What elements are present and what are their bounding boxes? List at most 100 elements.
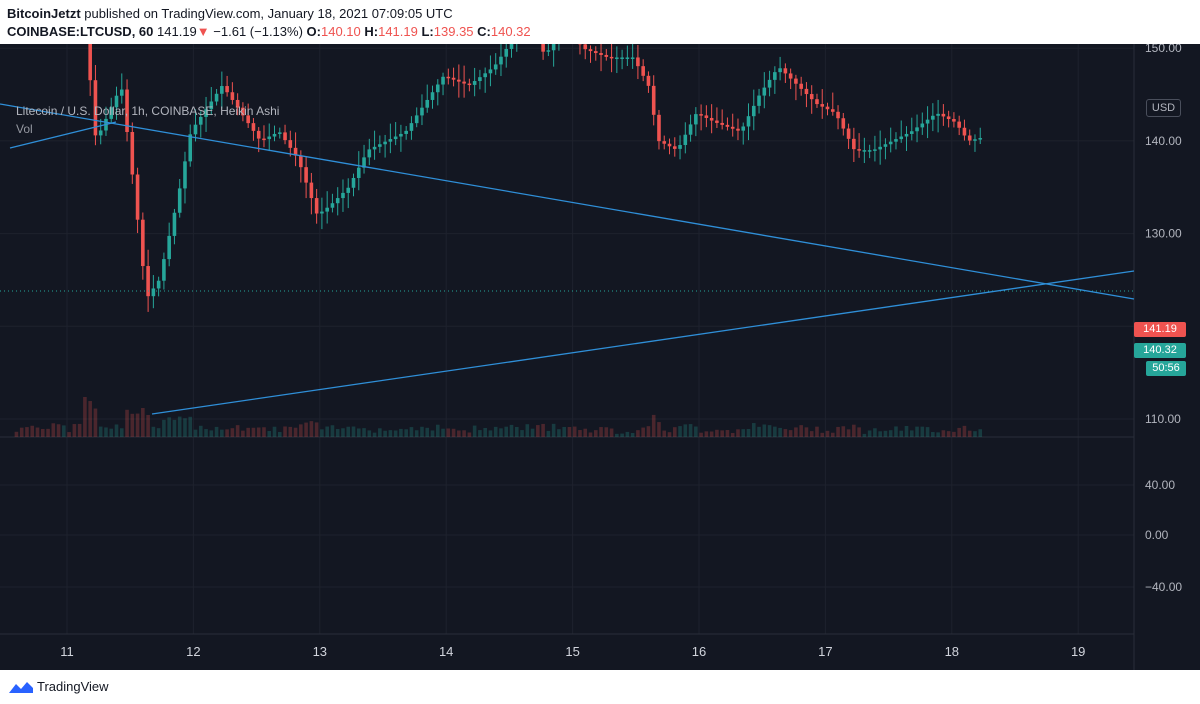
author-name[interactable]: BitcoinJetzt [7,6,81,21]
volume-bar [30,425,35,437]
volume-bar [330,425,335,437]
candle-body [857,149,861,151]
brand-name[interactable]: TradingView [37,679,109,694]
volume-bar [741,429,746,437]
volume-bar [193,429,198,437]
price-axis-labels[interactable]: 110.00120.00130.00140.00150.00160.00170.… [1145,44,1182,426]
ascending-trendline[interactable] [151,270,1135,415]
candle-body [973,139,977,141]
volume-bar [730,432,735,437]
volume-bar [19,427,24,437]
volume-bar [799,425,803,437]
candle-body [204,109,208,117]
candle-body [125,89,129,133]
volume-bar [915,426,919,437]
candle-body [841,118,846,129]
candle-body [225,86,229,93]
candle-body [620,57,624,59]
chart-area[interactable]: 110.00120.00130.00140.00150.00160.00170.… [0,44,1200,670]
volume-bar [372,432,377,437]
candle-body [267,136,272,140]
candle-body [478,77,482,82]
price-chart[interactable]: 110.00120.00130.00140.00150.00160.00170.… [0,44,1200,670]
candle-body [699,114,703,116]
candle-body [283,132,287,141]
candle-body [235,99,240,108]
volume-bar [736,429,740,437]
chart-legend[interactable]: Litecoin / U.S. Dollar, 1h, COINBASE, He… [16,104,280,118]
volume-bar [341,428,345,437]
volume-bar [651,414,656,437]
descending-trendline[interactable] [0,103,1135,300]
open-value: 140.10 [320,24,361,39]
volume-bar [51,423,56,437]
volume-bar [888,430,893,437]
volume-bar [567,427,572,437]
candle-body [804,88,809,95]
volume-bar [399,428,403,437]
candle-body [393,136,398,140]
volume-legend[interactable]: Vol [16,122,33,136]
volume-bar [304,422,308,437]
candle-body [114,95,119,108]
candle-body [304,167,308,183]
candle-body [388,139,393,142]
volume-bar [499,428,503,437]
short-trendline[interactable] [9,121,117,149]
volume-bar [751,423,756,437]
last-price-badge: 141.19 [1134,322,1186,337]
volume-bar [204,429,208,437]
volume-bar [962,425,967,437]
candle-body [135,174,140,220]
volume-bar [388,430,393,437]
indicator-tick-label: 40.00 [1145,478,1175,492]
high-value: 141.19 [378,24,418,39]
candle-body [762,87,767,96]
volume-bar [788,430,793,437]
candle-body [741,126,746,131]
candle-body [378,144,382,147]
candle-body [809,94,814,100]
candle-body [978,138,983,140]
time-tick-label: 13 [313,644,327,659]
volume-bar [430,430,435,437]
candle-body [272,133,277,137]
volume-bar [878,431,882,437]
volume-bar [694,426,698,437]
candle-body [309,182,314,199]
volume-bar [836,426,840,437]
volume-bar [825,430,830,437]
volume-bar [746,428,751,437]
candle-body [262,138,266,141]
volume-bar [209,430,214,437]
volume-bar [119,428,124,437]
candle-body [351,177,356,188]
candle-body [883,144,888,147]
volume-bar [904,425,909,437]
time-axis-labels[interactable]: 11 12 13 14 15 16 17 18 19 [60,644,1085,659]
candle-body [367,149,372,158]
candle-body [967,135,972,141]
candle-body [625,57,630,59]
tradingview-logo-icon[interactable] [8,680,34,694]
candle-body [462,81,466,84]
volume-bar [288,426,293,437]
volume-bar [262,427,266,437]
volume-bar [462,430,466,437]
candle-body [599,53,603,55]
candle-body [499,56,503,65]
volume-bar [936,432,940,437]
volume-bar [615,433,619,437]
volume-bar [272,426,277,437]
candle-body [457,79,461,82]
candle-body [767,79,772,88]
volume-bar [830,432,835,437]
candle-body [156,280,161,289]
candle-body [862,150,867,152]
candle-body [325,207,329,212]
candle-body [220,86,224,94]
currency-button[interactable]: USD [1146,99,1181,117]
volume-bar [167,417,171,437]
candle-body [904,133,909,137]
volume-bar [662,430,667,437]
